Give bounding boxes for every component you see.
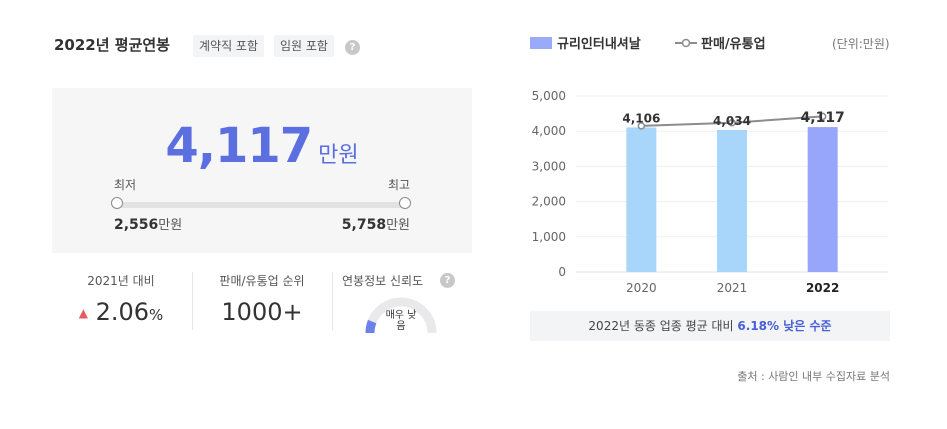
y-tick-label: 1,000 <box>532 230 566 244</box>
comparison-prefix: 2022년 동종 업종 평균 대비 <box>588 319 734 333</box>
bar-2020 <box>626 127 657 272</box>
reliability-gauge <box>365 297 437 334</box>
y-tick-label: 5,000 <box>532 89 566 103</box>
max-salary: 5,758만원 <box>342 214 410 233</box>
gauge-track <box>365 297 437 334</box>
average-salary: 4,117 만원 <box>52 118 472 174</box>
bar-2022 <box>807 127 838 272</box>
page-title: 2022년 평균연봉 <box>54 36 170 54</box>
average-salary-value: 4,117 <box>165 118 313 174</box>
tag-contract-included: 계약직 포함 <box>193 35 265 57</box>
y-tick-label: 0 <box>558 265 566 279</box>
industry-point-2022 <box>818 112 827 121</box>
x-tick-label: 2020 <box>626 281 657 295</box>
min-salary: 2,556만원 <box>114 214 182 233</box>
industry-rank-label: 판매/유통업 순위 <box>219 274 305 288</box>
help-icon[interactable]: ? <box>440 273 455 288</box>
min-salary-unit: 만원 <box>158 218 183 233</box>
industry-point-2020 <box>637 122 646 130</box>
reliability-label: 연봉정보 신뢰도 <box>342 272 452 289</box>
unit-note: (단위:만원) <box>832 37 890 51</box>
stat-divider <box>192 272 193 330</box>
data-label-2020: 4,106 <box>622 111 660 125</box>
yoy-change: ▲ 2.06% <box>66 298 176 326</box>
tag-executive-included: 임원 포함 <box>274 35 334 57</box>
legend-line-swatch <box>675 38 697 48</box>
stat-divider <box>332 272 333 330</box>
average-salary-unit: 만원 <box>318 143 359 168</box>
help-icon[interactable]: ? <box>345 40 360 55</box>
legend-line-label: 판매/유통업 <box>701 37 766 52</box>
min-marker <box>111 197 123 209</box>
yoy-label: 2021년 대비 <box>87 274 155 288</box>
yoy-unit: % <box>149 306 164 324</box>
max-salary-value: 5,758 <box>341 217 387 233</box>
comparison-highlight: 6.18% 낮은 수준 <box>737 319 832 333</box>
y-tick-label: 2,000 <box>532 195 566 209</box>
triangle-up-icon: ▲ <box>78 306 88 320</box>
min-label: 최저 <box>114 178 137 192</box>
data-label-2021: 4,034 <box>713 114 751 128</box>
reliability-value: 매우 낮음 <box>385 310 417 332</box>
salary-chart: 0 1,000 2,000 3,000 4,000 5,000 2020 2021 2022 4,… <box>532 89 888 295</box>
x-tick-label: 2022 <box>806 281 839 295</box>
bar-2021 <box>717 130 747 272</box>
max-label: 최고 <box>388 178 411 192</box>
legend-bar-swatch <box>530 37 552 49</box>
max-marker <box>399 197 411 209</box>
y-tick-label: 4,000 <box>532 124 566 138</box>
y-tick-label: 3,000 <box>532 159 566 173</box>
data-label-2022: 4,117 <box>801 110 845 126</box>
gauge-fill <box>365 319 377 334</box>
max-salary-unit: 만원 <box>386 218 410 233</box>
source-note: 출처 : 사람인 내부 수집자료 분석 <box>737 370 890 383</box>
comparison-note: 2022년 동종 업종 평균 대비 6.18% 낮은 수준 <box>530 311 890 341</box>
yoy-value: 2.06 <box>95 298 150 326</box>
x-tick-label: 2021 <box>717 281 748 295</box>
reliability-label-text: 연봉정보 신뢰도 <box>342 274 424 288</box>
salary-range-bar <box>114 202 406 208</box>
salary-summary-panel: 4,117 만원 최저 최고 2,556만원 5,758만원 <box>52 88 472 253</box>
min-salary-value: 2,556 <box>114 217 159 233</box>
industry-point-2021 <box>728 119 736 127</box>
industry-rank-value: 1000+ <box>221 298 303 326</box>
legend-bar-label: 규리인터내셔날 <box>557 37 641 52</box>
